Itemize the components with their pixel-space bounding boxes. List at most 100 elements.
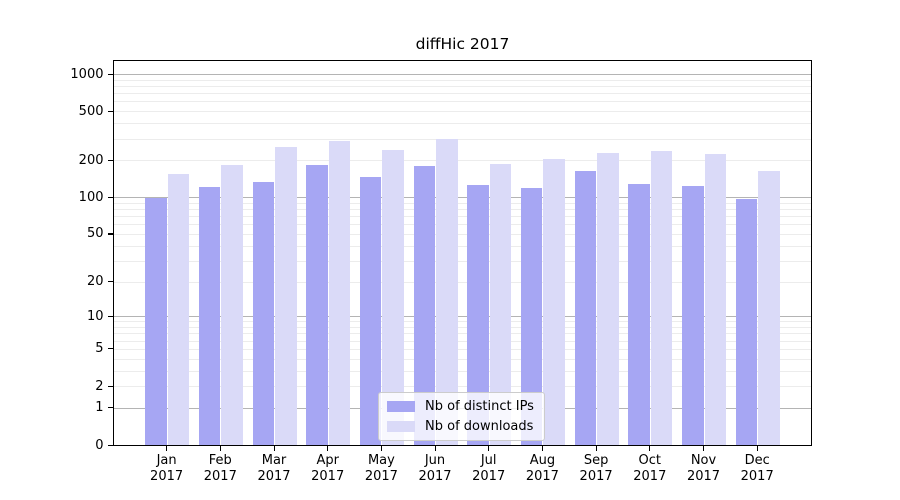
x-tick-label: Jul 2017 xyxy=(472,453,506,484)
x-tick-label: Jun 2017 xyxy=(418,453,452,484)
bar-downloads xyxy=(758,171,780,445)
minor-gridline xyxy=(114,260,811,262)
bar-downloads xyxy=(597,153,619,445)
x-tick-label: Oct 2017 xyxy=(633,453,667,484)
y-tick-mark xyxy=(107,233,114,235)
x-tick-mark xyxy=(595,446,597,451)
x-tick-label: Nov 2017 xyxy=(686,453,721,484)
plot-area xyxy=(114,61,811,445)
major-gridline xyxy=(114,74,811,75)
x-tick-label: Jan 2017 xyxy=(150,453,184,484)
x-tick-label: May 2017 xyxy=(364,453,398,484)
legend: Nb of distinct IPs Nb of downloads xyxy=(378,392,545,441)
minor-gridline xyxy=(114,386,811,387)
minor-gridline xyxy=(114,93,811,95)
x-tick-mark xyxy=(327,446,329,451)
bar-downloads xyxy=(650,150,673,445)
y-tick-mark xyxy=(107,159,114,161)
y-tick-mark xyxy=(107,315,114,317)
bar-downloads xyxy=(704,154,726,445)
bar-distinct-ips xyxy=(198,186,221,445)
major-gridline xyxy=(114,316,811,318)
minor-gridline xyxy=(114,245,811,247)
bar-distinct-ips xyxy=(520,187,543,445)
bar-distinct-ips xyxy=(574,171,597,445)
x-tick-mark xyxy=(380,446,383,451)
x-tick-mark xyxy=(434,446,436,451)
legend-label: Nb of distinct IPs xyxy=(425,399,534,414)
minor-gridline xyxy=(114,358,811,360)
x-tick-label: Apr 2017 xyxy=(311,453,345,484)
minor-gridline xyxy=(114,123,811,125)
bar-downloads xyxy=(167,174,190,445)
minor-gridline xyxy=(114,202,811,204)
legend-label: Nb of downloads xyxy=(425,419,534,434)
y-tick-label: 10 xyxy=(86,308,104,324)
x-tick-label: Mar 2017 xyxy=(257,453,291,484)
x-tick-mark xyxy=(541,446,544,451)
bar-downloads xyxy=(543,159,565,445)
x-tick-label: Feb 2017 xyxy=(203,453,237,484)
y-tick-label: 20 xyxy=(86,274,104,289)
y-tick-label: 2 xyxy=(95,378,104,394)
minor-gridline xyxy=(114,216,811,218)
legend-item-downloads: Nb of downloads xyxy=(387,419,534,434)
minor-gridline xyxy=(114,333,811,335)
x-tick-mark xyxy=(273,446,275,451)
y-tick-mark xyxy=(107,407,114,409)
bar-distinct-ips xyxy=(252,181,274,445)
y-tick-label: 50 xyxy=(86,226,104,242)
bar-distinct-ips xyxy=(306,165,328,445)
x-tick-mark xyxy=(219,446,221,451)
minor-gridline xyxy=(114,348,811,350)
x-tick-mark xyxy=(649,446,651,451)
y-tick-label: 1000 xyxy=(70,66,104,82)
bar-distinct-ips xyxy=(413,165,436,445)
x-tick-mark xyxy=(166,446,168,451)
y-tick-mark xyxy=(107,281,114,283)
y-tick-mark xyxy=(107,110,114,112)
minor-gridline xyxy=(114,340,811,342)
major-gridline xyxy=(114,197,811,199)
x-tick-mark xyxy=(756,446,758,451)
bar-distinct-ips xyxy=(145,198,167,445)
bar-downloads xyxy=(275,146,297,445)
chart-title: diffHic 2017 xyxy=(415,35,510,53)
bar-downloads xyxy=(382,149,404,445)
bar-downloads xyxy=(328,140,351,445)
legend-item-distinct-ips: Nb of distinct IPs xyxy=(387,399,534,414)
bar-distinct-ips xyxy=(359,177,382,445)
bar-distinct-ips xyxy=(735,199,758,445)
y-tick-mark xyxy=(107,385,114,387)
minor-gridline xyxy=(114,327,811,328)
distinct-ips-swatch-icon xyxy=(387,401,415,412)
y-tick-mark xyxy=(107,196,114,198)
y-tick-label: 0 xyxy=(95,437,104,453)
minor-gridline xyxy=(114,86,811,87)
y-tick-label: 500 xyxy=(78,103,104,119)
y-tick-mark xyxy=(107,348,114,350)
minor-gridline xyxy=(114,233,811,235)
minor-gridline xyxy=(114,111,811,113)
minor-gridline xyxy=(114,138,811,140)
y-tick-label: 200 xyxy=(78,152,104,168)
minor-gridline xyxy=(114,79,811,81)
bar-distinct-ips xyxy=(467,184,489,445)
x-tick-label: Sep 2017 xyxy=(579,453,613,484)
minor-gridline xyxy=(114,160,811,162)
x-tick-label: Aug 2017 xyxy=(525,453,559,484)
bar-distinct-ips xyxy=(682,186,704,445)
minor-gridline xyxy=(114,209,811,210)
y-tick-label: 100 xyxy=(78,189,104,205)
y-tick-mark xyxy=(107,444,114,446)
bar-downloads xyxy=(489,163,512,445)
x-tick-label: Dec 2017 xyxy=(740,453,774,484)
minor-gridline xyxy=(114,321,811,323)
x-tick-mark xyxy=(703,446,705,451)
y-tick-mark xyxy=(107,73,114,75)
y-tick-label: 5 xyxy=(95,341,104,357)
minor-gridline xyxy=(114,224,811,226)
y-tick-label: 1 xyxy=(95,400,104,416)
minor-gridline xyxy=(114,281,811,283)
